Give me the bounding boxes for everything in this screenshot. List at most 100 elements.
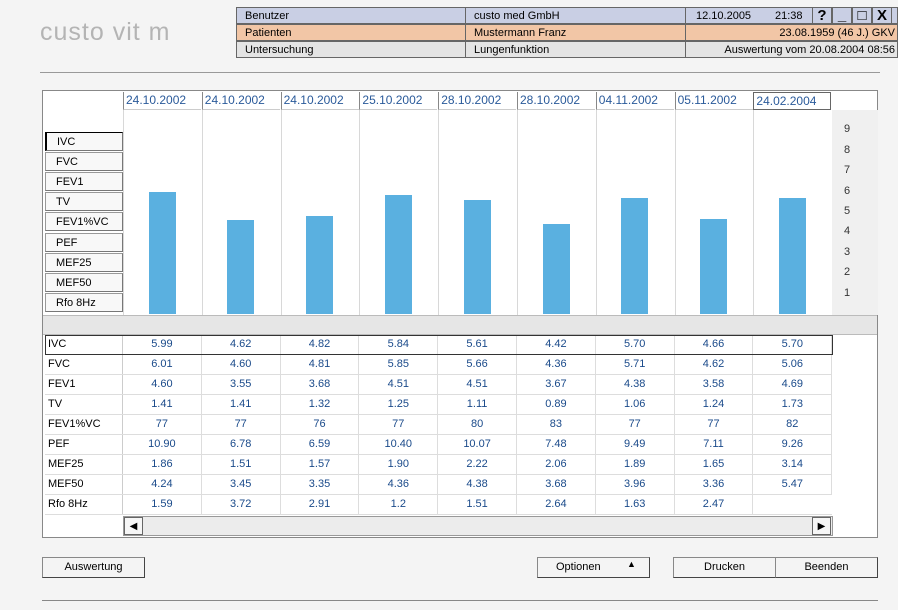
cell-value: 80 xyxy=(438,415,517,434)
cell-value: 1.51 xyxy=(202,455,281,474)
column-line xyxy=(123,110,124,315)
options-arrow: ▲ xyxy=(627,559,636,569)
y-tick-label: 4 xyxy=(844,225,851,238)
cell-value: 3.45 xyxy=(202,475,281,494)
header-time: 21:38 xyxy=(775,10,803,22)
y-tick-label: 6 xyxy=(844,184,851,197)
row-label: MEF25 xyxy=(45,455,123,474)
cell-value: 82 xyxy=(753,415,833,434)
cell-value: 4.38 xyxy=(596,375,675,394)
cell-value: 1.65 xyxy=(675,455,754,474)
scroll-left[interactable]: ◀ xyxy=(124,517,143,535)
cell-value: 4.81 xyxy=(281,355,360,374)
cell-value: 6.78 xyxy=(202,435,281,454)
options-button[interactable]: Optionen xyxy=(537,557,650,578)
evaluate-button[interactable]: Auswertung xyxy=(42,557,145,578)
logo: custo vit m xyxy=(40,18,171,46)
cell-value: 3.96 xyxy=(596,475,675,494)
date-header[interactable]: 05.11.2002 xyxy=(674,92,753,110)
cell-value: 6.01 xyxy=(123,355,202,374)
cell-value: 7.48 xyxy=(517,435,596,454)
bar xyxy=(463,199,491,314)
parameter-button[interactable]: PEF xyxy=(45,232,123,252)
header-info: 12.10.2005 xyxy=(685,7,898,24)
panel xyxy=(42,90,878,538)
parameter-button[interactable]: FEV1%VC xyxy=(45,212,123,232)
row-label: FEV1 xyxy=(45,375,123,394)
cell-value: 5.84 xyxy=(359,335,439,354)
header-value: custo med GmbH xyxy=(465,7,686,24)
cell-value: 5.85 xyxy=(359,355,439,374)
parameter-button[interactable]: IVC xyxy=(45,132,123,151)
footer-line xyxy=(42,600,878,601)
parameter-button[interactable]: FVC xyxy=(45,152,123,172)
quit-button[interactable]: Beenden xyxy=(775,557,878,578)
cell-value: 5.47 xyxy=(753,475,833,494)
cell-value: 1.63 xyxy=(596,495,675,514)
row-line xyxy=(45,474,832,475)
bar xyxy=(384,194,412,314)
date-header[interactable]: 24.10.2002 xyxy=(280,92,359,110)
cell-value: 3.35 xyxy=(281,475,360,494)
date-header[interactable]: 24.10.2002 xyxy=(201,92,280,110)
cell-value: 1.24 xyxy=(675,395,754,414)
cell-value: 1.11 xyxy=(438,395,517,414)
cell-value: 1.51 xyxy=(438,495,517,514)
cell-value: 10.40 xyxy=(359,435,439,454)
axis-column xyxy=(832,110,878,315)
bar xyxy=(621,197,649,314)
date-header[interactable]: 28.10.2002 xyxy=(517,92,595,110)
date-header[interactable]: 24.10.2002 xyxy=(123,92,201,110)
window-icon[interactable]: ? xyxy=(812,7,832,24)
cell-value: 76 xyxy=(281,415,360,434)
row-label: MEF50 xyxy=(45,475,123,494)
cell-value: 77 xyxy=(596,415,675,434)
y-tick-label: 7 xyxy=(844,164,851,177)
print-button[interactable]: Drucken xyxy=(673,557,776,578)
cell-value: 2.22 xyxy=(438,455,517,474)
window-icon[interactable]: □ xyxy=(852,7,872,24)
cell-value: 3.36 xyxy=(675,475,754,494)
cell-value: 4.36 xyxy=(517,355,596,374)
parameter-button[interactable]: TV xyxy=(45,192,123,212)
cell-value: 1.2 xyxy=(359,495,439,514)
cell-value: 4.66 xyxy=(675,335,754,354)
cell-value: 1.32 xyxy=(281,395,360,414)
cell-value: 77 xyxy=(202,415,281,434)
row-label: FEV1%VC xyxy=(45,415,123,434)
header-info: 23.08.1959 (46 J.) GKV xyxy=(685,24,898,41)
header-info: Auswertung vom 20.08.2004 08:56 xyxy=(685,41,898,58)
cell-value: 9.49 xyxy=(596,435,675,454)
cell-value: 1.41 xyxy=(123,395,202,414)
date-header[interactable]: 24.02.2004 xyxy=(753,92,832,110)
row-line xyxy=(45,494,832,495)
parameter-button[interactable]: MEF25 xyxy=(45,252,123,272)
cell-value: 4.62 xyxy=(202,335,281,354)
cell-value: 4.38 xyxy=(438,475,517,494)
cell-value: 5.70 xyxy=(596,335,675,354)
bar xyxy=(778,197,806,314)
row-label: TV xyxy=(45,395,123,414)
parameter-button[interactable]: MEF50 xyxy=(45,272,123,292)
cell-value: 1.73 xyxy=(753,395,833,414)
parameter-button[interactable]: Rfo 8Hz xyxy=(45,292,123,312)
scrollbar[interactable] xyxy=(123,516,833,536)
scroll-right[interactable]: ▶ xyxy=(812,517,831,535)
date-header[interactable]: 04.11.2002 xyxy=(595,92,674,110)
window-icon[interactable]: _ xyxy=(832,7,852,24)
cell-value: 10.90 xyxy=(123,435,202,454)
date-header[interactable]: 25.10.2002 xyxy=(359,92,438,110)
parameter-button[interactable]: FEV1 xyxy=(45,172,123,192)
row-line xyxy=(45,374,832,375)
cell-value: 5.61 xyxy=(438,335,517,354)
window-icon[interactable]: X xyxy=(872,7,892,24)
cell-value: 77 xyxy=(123,415,202,434)
header-label: Patienten xyxy=(236,24,466,41)
cell-value: 4.51 xyxy=(359,375,439,394)
y-tick-label: 5 xyxy=(844,205,851,217)
row-label: FVC xyxy=(45,355,123,374)
cell-value: 4.42 xyxy=(517,335,596,354)
gray-band xyxy=(43,315,877,335)
date-header[interactable]: 28.10.2002 xyxy=(438,92,517,110)
